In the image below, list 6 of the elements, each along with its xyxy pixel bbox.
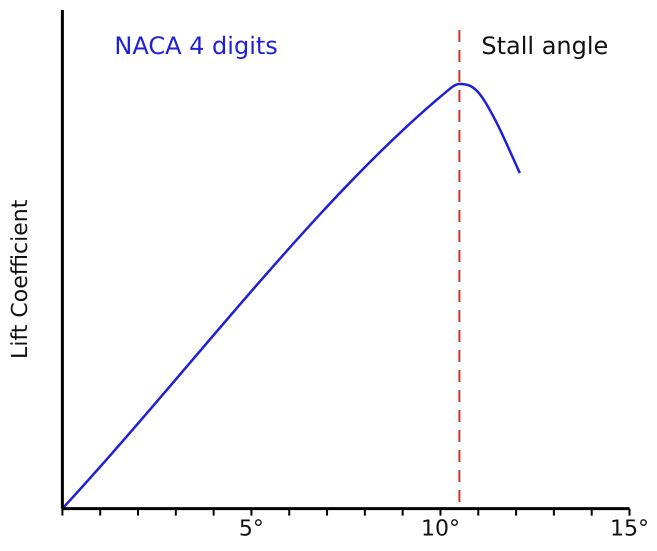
y-axis-title: Lift Coefficient: [8, 199, 33, 359]
x-tick-label: 10°: [420, 516, 460, 542]
x-tick-label: 5°: [238, 516, 264, 542]
x-tick-label: 15°: [610, 516, 650, 542]
ref-line-label: Stall angle: [481, 32, 608, 60]
text: NACA 4 digits: [114, 32, 278, 60]
